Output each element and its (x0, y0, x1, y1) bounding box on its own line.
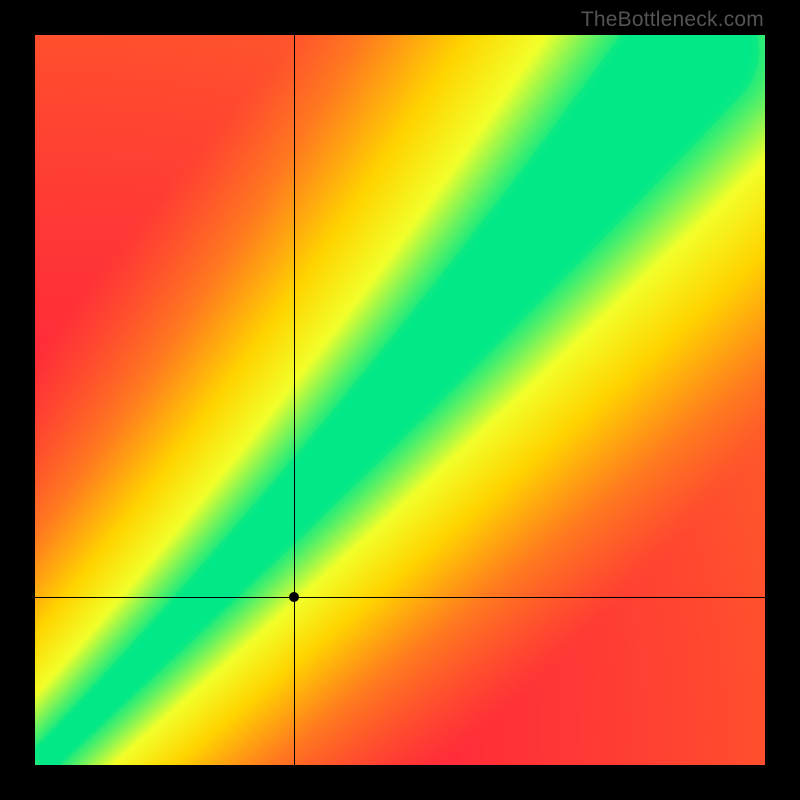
crosshair-horizontal (35, 597, 765, 598)
crosshair-marker (289, 592, 299, 602)
watermark-text: TheBottleneck.com (581, 8, 764, 32)
crosshair-vertical (294, 35, 295, 765)
heatmap-plot (35, 35, 765, 765)
heatmap-canvas (35, 35, 765, 765)
